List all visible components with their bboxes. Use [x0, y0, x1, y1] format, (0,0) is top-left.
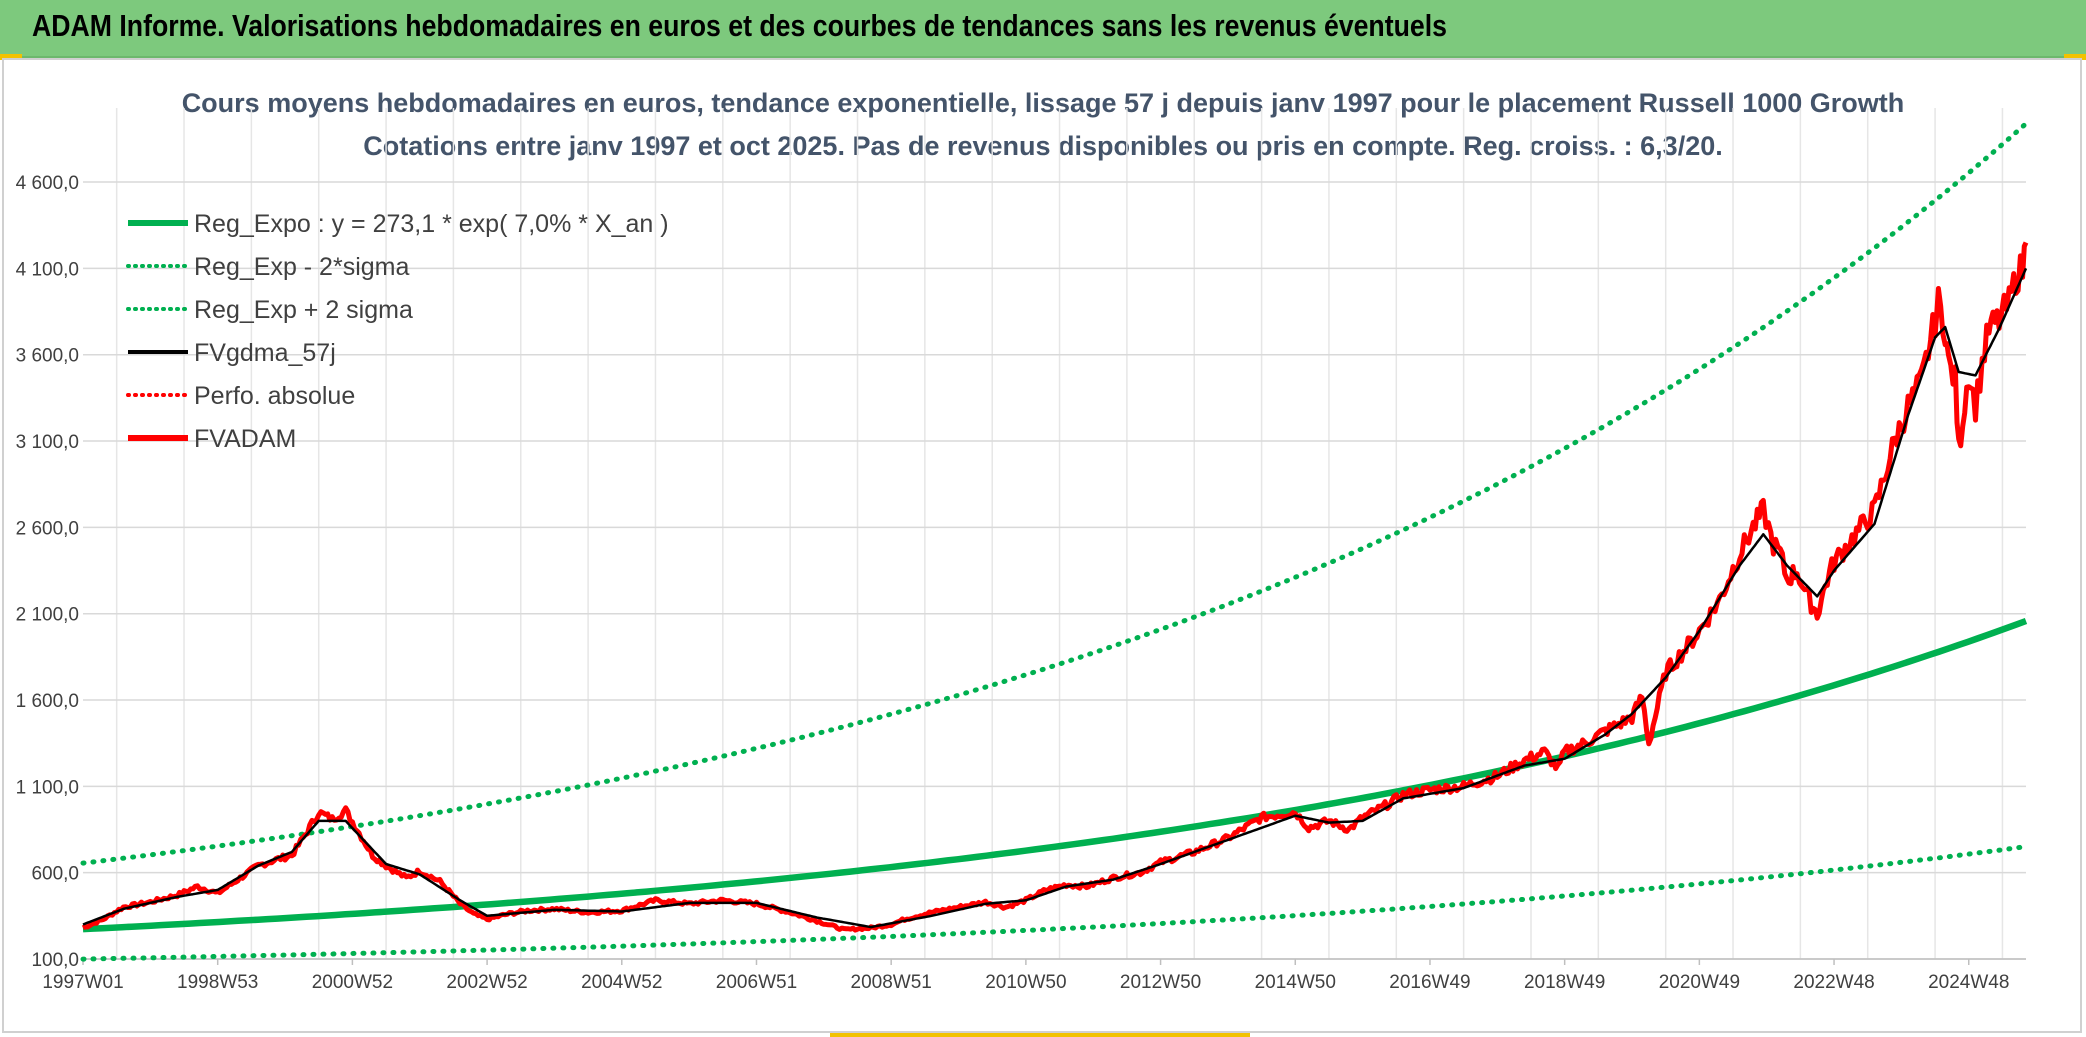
y-tick-label: 2 100,0: [16, 605, 79, 626]
x-tick-label: 2024W48: [1928, 972, 2009, 993]
corner-accent: [2064, 54, 2086, 60]
series-fvadam: [81, 241, 2029, 933]
x-tick-label: 2002W52: [446, 972, 527, 993]
x-tick-label: 2014W50: [1255, 972, 1336, 993]
x-tick-label: 2022W48: [1793, 972, 1874, 993]
y-tick-label: 4 100,0: [16, 259, 79, 280]
x-tick-label: 2000W52: [312, 972, 393, 993]
y-axis: 100,0 600,0 1 100,0 1 600,0 2 100,0 2 600,0 3 …: [16, 173, 79, 971]
chart-subtitle: Cotations entre janv 1997 et oct 2025. P…: [363, 131, 1722, 161]
series-reg-exp-minus-2sigma: [80, 844, 2029, 962]
legend: Reg_Expo : y = 273,1 * exp( 7,0% * X_an …: [126, 210, 669, 453]
x-tick-label: 1997W01: [42, 972, 123, 993]
header-bar: ADAM Informe. Valorisations hebdomadaire…: [0, 0, 2086, 58]
x-tick-label: 2012W50: [1120, 972, 1201, 993]
y-tick-label: 1 100,0: [16, 777, 79, 798]
x-tick-label: 2016W49: [1389, 972, 1470, 993]
series-reg-expo: [82, 617, 2028, 933]
y-tick-label: 2 600,0: [16, 518, 79, 539]
series-fvgdma-57j: [82, 267, 2028, 929]
chart-frame: [2, 58, 2082, 1033]
legend-item: Reg_Expo : y = 273,1 * exp( 7,0% * X_an …: [128, 210, 669, 238]
y-tick-label: 3 600,0: [16, 346, 79, 367]
x-axis: 1997W01 1998W53 2000W52 2002W52 2004W52 2006W…: [42, 958, 2026, 993]
legend-label: Perfo. absolue: [194, 382, 355, 410]
legend-item: FVADAM: [128, 425, 296, 453]
legend-label: FVADAM: [194, 425, 296, 453]
y-tick-label: 4 600,0: [16, 173, 79, 194]
legend-label: Reg_Exp - 2*sigma: [194, 253, 409, 281]
x-tick-label: 2004W52: [581, 972, 662, 993]
x-tick-label: 2008W51: [851, 972, 932, 993]
x-tick-label: 2018W49: [1524, 972, 1605, 993]
y-tick-label: 1 600,0: [16, 691, 79, 712]
plot-area: [80, 121, 2029, 962]
x-tick-label: 2020W49: [1659, 972, 1740, 993]
bottom-accent: [830, 1031, 1250, 1037]
legend-item: Reg_Exp + 2 sigma: [126, 296, 413, 324]
x-tick-label: 2010W50: [985, 972, 1066, 993]
chart-title: Cours moyens hebdomadaires en euros, ten…: [182, 88, 1905, 118]
legend-item: Reg_Exp - 2*sigma: [126, 253, 409, 281]
corner-accent: [0, 54, 22, 60]
series-reg-exp-plus-2sigma: [80, 121, 2029, 866]
legend-label: Reg_Expo : y = 273,1 * exp( 7,0% * X_an …: [194, 210, 669, 238]
y-tick-label: 100,0: [31, 950, 79, 971]
legend-item: Perfo. absolue: [126, 382, 355, 410]
x-tick-label: 1998W53: [177, 972, 258, 993]
legend-label: FVgdma_57j: [194, 339, 336, 367]
legend-label: Reg_Exp + 2 sigma: [194, 296, 413, 324]
legend-item: FVgdma_57j: [128, 339, 336, 367]
y-tick-label: 3 100,0: [16, 432, 79, 453]
header-title: ADAM Informe. Valorisations hebdomadaire…: [32, 8, 1447, 43]
x-tick-label: 2006W51: [716, 972, 797, 993]
y-tick-label: 600,0: [31, 864, 79, 885]
